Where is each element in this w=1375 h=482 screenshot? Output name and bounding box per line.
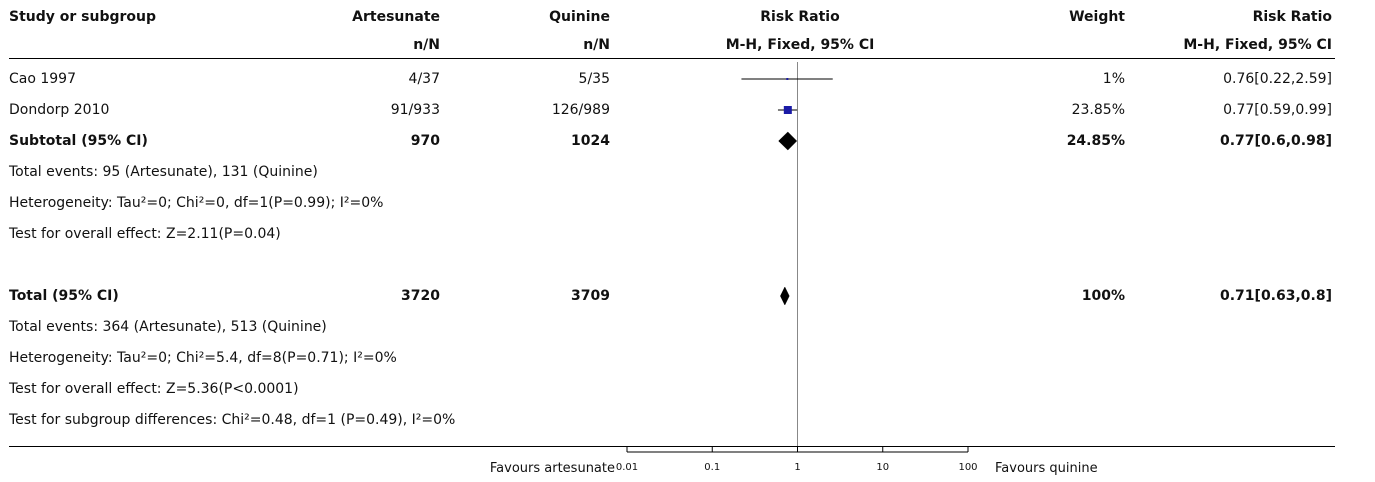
subgroup-differences: Test for subgroup differences: Chi²=0.48… <box>9 412 456 428</box>
subtotal-events: Total events: 95 (Artesunate), 131 (Quin… <box>9 164 318 180</box>
study-experimental: 91/933 <box>390 102 440 118</box>
total-experimental: 3720 <box>401 288 440 304</box>
header-risk-ratio-plot: Risk Ratio <box>760 9 840 25</box>
x-axis-tick-label: 10 <box>876 462 889 473</box>
subtotal-experimental: 970 <box>410 133 440 149</box>
favours-right-caption: Favours quinine <box>995 461 1098 476</box>
study-name: Dondorp 2010 <box>9 102 110 118</box>
header-weight: Weight <box>1069 9 1125 25</box>
bottom-rule <box>9 446 1335 447</box>
total-heterogeneity: Heterogeneity: Tau²=0; Chi²=5.4, df=8(P=… <box>9 350 397 366</box>
study-name: Cao 1997 <box>9 71 76 87</box>
x-axis-tick-label: 0.01 <box>616 462 638 473</box>
total-overall-effect: Test for overall effect: Z=5.36(P<0.0001… <box>9 381 299 397</box>
x-axis-tick-label: 0.1 <box>704 462 720 473</box>
study-point-box <box>786 78 789 80</box>
subtotal-overall-effect: Test for overall effect: Z=2.11(P=0.04) <box>9 226 281 242</box>
favours-left-caption: Favours artesunate <box>489 461 615 476</box>
study-ci: 0.76[0.22,2.59] <box>1223 71 1332 87</box>
total-diamond <box>780 286 790 306</box>
study-control: 126/989 <box>551 102 610 118</box>
subtotal-heterogeneity: Heterogeneity: Tau²=0; Chi²=0, df=1(P=0.… <box>9 195 384 211</box>
total-events: Total events: 364 (Artesunate), 513 (Qui… <box>9 319 327 335</box>
header-experimental-sub: n/N <box>413 37 440 53</box>
subtotal-ci: 0.77[0.6,0.98] <box>1220 133 1332 149</box>
total-label: Total (95% CI) <box>9 288 119 304</box>
header-control-sub: n/N <box>583 37 610 53</box>
study-weight: 1% <box>1102 71 1125 87</box>
x-axis-tick-label: 100 <box>958 462 977 473</box>
header-experimental: Artesunate <box>352 9 440 25</box>
subtotal-label: Subtotal (95% CI) <box>9 133 148 149</box>
total-weight: 100% <box>1081 288 1125 304</box>
study-control: 5/35 <box>578 71 610 87</box>
total-ci: 0.71[0.63,0.8] <box>1220 288 1332 304</box>
study-weight: 23.85% <box>1071 102 1125 118</box>
total-control: 3709 <box>571 288 610 304</box>
x-axis-tick-label: 1 <box>794 462 800 473</box>
header-rule <box>9 58 1335 59</box>
study-experimental: 4/37 <box>408 71 440 87</box>
study-point-box <box>783 106 792 114</box>
header-control: Quinine <box>549 9 610 25</box>
header-study: Study or subgroup <box>9 9 157 25</box>
subtotal-weight: 24.85% <box>1066 133 1125 149</box>
subtotal-control: 1024 <box>571 133 610 149</box>
header-risk-ratio-value-sub: M-H, Fixed, 95% CI <box>1183 37 1332 53</box>
subtotal-diamond <box>778 131 798 151</box>
header-risk-ratio-plot-sub: M-H, Fixed, 95% CI <box>725 37 875 53</box>
header-risk-ratio-value: Risk Ratio <box>1252 9 1332 25</box>
study-ci: 0.77[0.59,0.99] <box>1223 102 1332 118</box>
